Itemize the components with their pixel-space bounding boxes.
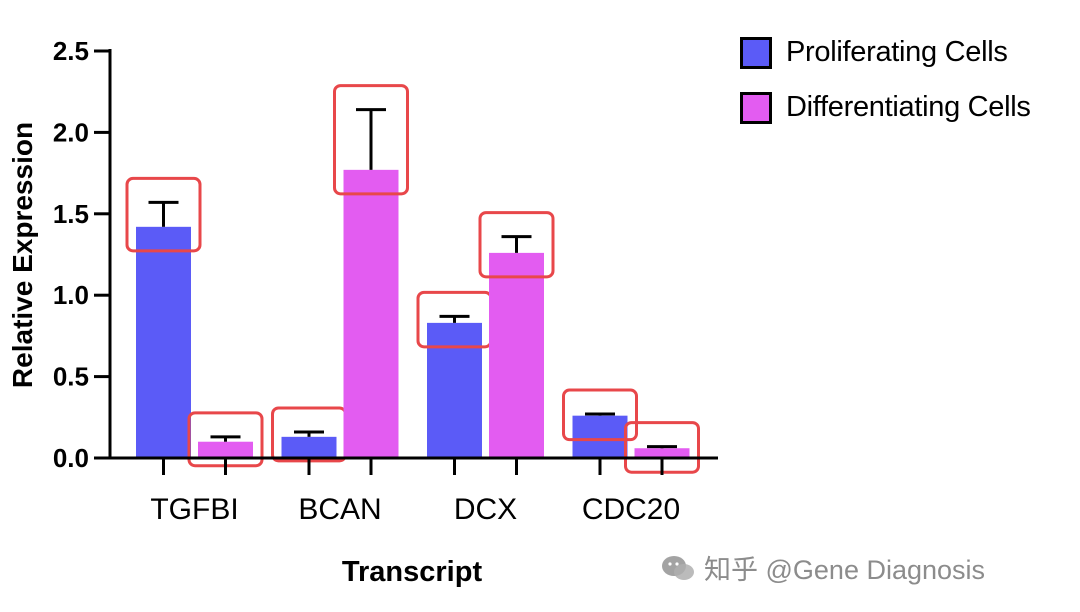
watermark-text: 知乎 @Gene Diagnosis (704, 555, 986, 585)
legend-item-differentiating: Differentiating Cells (740, 80, 1031, 135)
y-tick-label-1.0: 1.0 (53, 280, 89, 310)
legend-label-differentiating: Differentiating Cells (786, 91, 1031, 123)
bar-tgfbi-s1 (136, 226, 191, 458)
x-tick-label-tgfbi: TGFBI (150, 493, 238, 526)
bar-tgfbi-s2 (198, 441, 253, 458)
watermark: 知乎 @Gene Diagnosis (660, 548, 985, 587)
y-tick-label-0.0: 0.0 (53, 443, 89, 473)
highlight-box-dcx-s2 (478, 211, 555, 279)
highlight-box-tgfbi-s1 (125, 176, 202, 253)
x-tick-label-bcan: BCAN (298, 493, 381, 526)
bar-cdc20-s1 (572, 415, 628, 458)
y-axis-title: Relative Expression (7, 122, 38, 388)
bar-dcx-s2 (489, 252, 544, 458)
chat-bubbles-icon (662, 555, 694, 580)
legend-swatch-proliferating (740, 36, 772, 69)
bar-bcan-s2 (343, 169, 399, 458)
highlight-box-bcan-s2 (333, 84, 409, 196)
y-tick-label-2.5: 2.5 (53, 36, 89, 66)
x-tick-label-dcx: DCX (454, 493, 517, 526)
legend-item-proliferating: Proliferating Cells (740, 25, 1031, 80)
bar-dcx-s1 (427, 322, 482, 458)
bar-bcan-s1 (281, 436, 337, 458)
x-tick-label-cdc20: CDC20 (582, 493, 680, 526)
x-axis-title: Transcript (342, 556, 483, 588)
legend-swatch-differentiating (740, 91, 772, 124)
bar-cdc20-s2 (634, 448, 690, 458)
highlight-box-cdc20-s1 (562, 388, 638, 442)
legend: Proliferating Cells Differentiating Cell… (740, 25, 1031, 135)
legend-label-proliferating: Proliferating Cells (786, 36, 1008, 68)
y-tick-label-0.5: 0.5 (53, 362, 89, 392)
y-tick-label-2.0: 2.0 (53, 117, 89, 147)
y-tick-label-1.5: 1.5 (53, 199, 89, 229)
